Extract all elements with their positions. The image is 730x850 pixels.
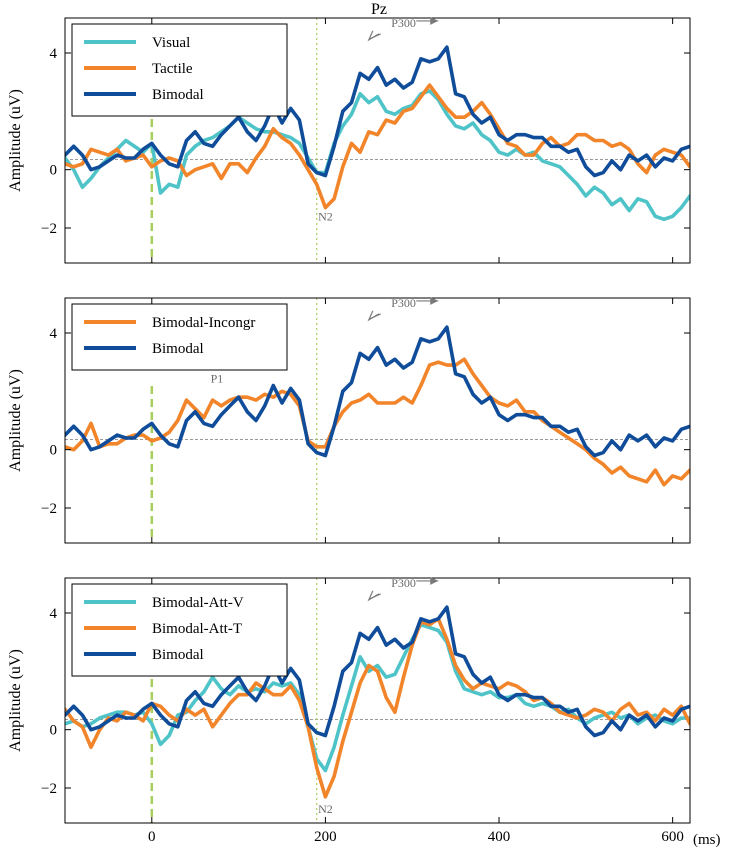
x-tick-label: 0 <box>148 829 156 845</box>
series-line-bimodal-att-t <box>65 617 690 799</box>
annotation-p1: P1 <box>211 372 224 386</box>
axes-box <box>64 577 691 824</box>
chart-title: Pz <box>371 1 387 18</box>
annotation-n2: N2 <box>318 802 333 816</box>
annotation-p300: P300 <box>391 16 416 30</box>
legend-label: Tactile <box>152 61 193 77</box>
series-line-bimodal <box>65 325 690 458</box>
series-line-bimodal <box>65 45 690 178</box>
legend-label: Bimodal <box>152 647 204 663</box>
legend-label: Bimodal <box>152 87 204 103</box>
axes-box <box>64 17 691 264</box>
p300-arrow-left-shaft <box>369 593 382 600</box>
annotation-p300: P300 <box>391 576 416 590</box>
x-axis-unit-label: (ms) <box>693 832 721 848</box>
y-tick-label: 4 <box>50 46 58 62</box>
y-tick-label: 0 <box>50 163 58 179</box>
y-tick-label: −2 <box>41 221 57 237</box>
p300-arrow-left-shaft <box>369 313 382 320</box>
legend-label: Bimodal-Att-T <box>152 621 242 637</box>
p300-arrow-right-head <box>430 296 439 305</box>
annotation-n2: N2 <box>318 210 333 224</box>
series-line-bimodal-incongr <box>65 357 690 487</box>
series-group <box>65 605 690 799</box>
x-tick-label: 400 <box>488 829 511 845</box>
axes-box <box>64 297 691 544</box>
legend-label: Bimodal-Att-V <box>152 595 244 611</box>
legend-label: Bimodal-Incongr <box>152 315 255 331</box>
series-line-visual <box>65 89 690 222</box>
p300-arrow-right-head <box>430 16 439 25</box>
y-tick-label: 0 <box>50 723 58 739</box>
y-tick-label: −2 <box>41 781 57 797</box>
panel-middle: −2 0 4 Amplitude (uV) P1 P300 Bimodal-Incongr B… <box>7 296 691 544</box>
series-line-tactile <box>65 83 690 210</box>
y-axis-label: Amplitude (uV) <box>7 89 24 192</box>
y-axis-label: Amplitude (uV) <box>7 649 24 752</box>
p300-arrow-left-shaft <box>369 33 382 40</box>
p300-arrow-right-head <box>430 576 439 585</box>
y-tick-label: 4 <box>50 606 58 622</box>
annotation-p300: P300 <box>391 296 416 310</box>
y-tick-label: −2 <box>41 501 57 517</box>
series-line-bimodal <box>65 605 690 738</box>
y-tick-label: 0 <box>50 443 58 459</box>
legend-label: Visual <box>152 35 190 51</box>
legend-box <box>71 303 288 371</box>
y-axis-label: Amplitude (uV) <box>7 369 24 472</box>
x-tick-label: 600 <box>661 829 684 845</box>
legend-label: Bimodal <box>152 341 204 357</box>
series-group <box>65 325 690 487</box>
x-tick-label: 200 <box>314 829 337 845</box>
series-group <box>65 45 690 222</box>
y-tick-label: 4 <box>50 326 58 342</box>
